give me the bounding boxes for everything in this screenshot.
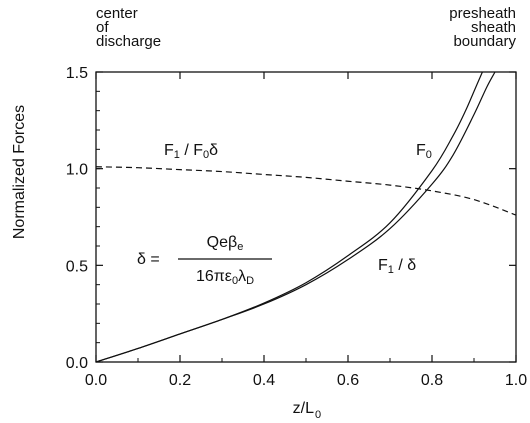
- x-axis-label: z/L: [293, 400, 314, 417]
- f1-over-f0-delta-label: F1 / F0δ: [164, 142, 218, 161]
- f1-over-delta-label: F1 / δ: [378, 257, 416, 276]
- corner-note-line: sheath: [471, 19, 516, 36]
- corner-note-line: center: [96, 5, 138, 22]
- x-tick-label: 0.2: [169, 372, 191, 389]
- x-tick-label: 0.6: [337, 372, 359, 389]
- y-axis: 0.0 0.5 1.0 1.5: [66, 65, 516, 372]
- x-axis: 0.0 0.2 0.4 0.6 0.8 1.0: [85, 72, 527, 389]
- x-tick-label: 0.8: [421, 372, 443, 389]
- corner-note-line: of: [96, 19, 109, 36]
- delta-definition-equation: δ = Qeβe 16πε0λD: [137, 234, 272, 287]
- corner-note-line: boundary: [453, 33, 516, 50]
- y-tick-label: 1.5: [66, 65, 88, 82]
- x-axis-label-main: z/L: [293, 400, 314, 417]
- equation-numerator: Qeβe: [207, 234, 244, 253]
- x-axis-label-subscript: 0: [315, 409, 321, 421]
- curve-f1-over-delta: [95, 71, 496, 363]
- y-axis-label: Normalized Forces: [11, 105, 28, 239]
- x-tick-label: 0.0: [85, 372, 107, 389]
- curve-f1-over-f0delta: [95, 166, 517, 216]
- y-tick-label: 0.0: [66, 355, 88, 372]
- equation-lhs: δ =: [137, 251, 160, 268]
- y-tick-label: 1.0: [66, 162, 88, 179]
- corner-note-line: presheath: [449, 5, 516, 22]
- plot-frame: [95, 71, 517, 363]
- curves: [95, 71, 517, 363]
- equation-denominator: 16πε0λD: [196, 268, 254, 287]
- curve-f0: [95, 71, 483, 363]
- corner-note-line: discharge: [96, 33, 161, 50]
- f0-curve-label: F0: [416, 142, 432, 161]
- x-tick-label: 0.4: [253, 372, 275, 389]
- x-tick-label: 1.0: [505, 372, 527, 389]
- y-tick-label: 0.5: [66, 258, 88, 275]
